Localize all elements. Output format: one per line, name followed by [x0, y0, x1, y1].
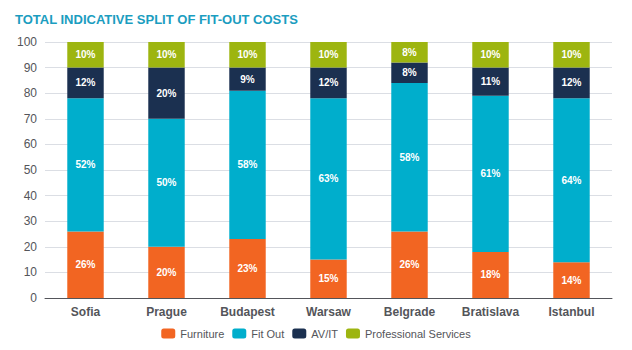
svg-text:20%: 20%: [156, 88, 176, 99]
svg-text:8%: 8%: [402, 67, 417, 78]
svg-text:58%: 58%: [399, 152, 419, 163]
svg-text:Prague: Prague: [146, 305, 187, 319]
svg-text:64%: 64%: [561, 175, 581, 186]
svg-text:61%: 61%: [480, 168, 500, 179]
svg-text:Istanbul: Istanbul: [548, 305, 594, 319]
svg-text:Fit Out: Fit Out: [251, 328, 284, 340]
svg-text:11%: 11%: [481, 76, 501, 87]
svg-text:50: 50: [24, 163, 38, 177]
svg-text:14%: 14%: [561, 275, 581, 286]
svg-text:40: 40: [24, 189, 38, 203]
svg-text:50%: 50%: [156, 177, 176, 188]
svg-text:TOTAL INDICATIVE SPLIT OF FIT-: TOTAL INDICATIVE SPLIT OF FIT-OUT COSTS: [15, 12, 298, 27]
svg-text:12%: 12%: [318, 77, 338, 88]
svg-text:9%: 9%: [240, 74, 255, 85]
svg-text:Warsaw: Warsaw: [306, 305, 352, 319]
svg-text:Furniture: Furniture: [180, 328, 224, 340]
svg-text:10%: 10%: [75, 49, 95, 60]
svg-text:23%: 23%: [237, 263, 257, 274]
svg-text:12%: 12%: [561, 77, 581, 88]
svg-text:30: 30: [24, 214, 38, 228]
svg-text:26%: 26%: [75, 259, 95, 270]
svg-text:10: 10: [24, 265, 38, 279]
svg-text:70: 70: [24, 112, 38, 126]
svg-text:10%: 10%: [561, 49, 581, 60]
svg-text:52%: 52%: [75, 159, 95, 170]
svg-text:Belgrade: Belgrade: [384, 305, 436, 319]
svg-text:10%: 10%: [156, 49, 176, 60]
svg-text:90: 90: [24, 61, 38, 75]
svg-text:26%: 26%: [399, 259, 419, 270]
svg-text:20: 20: [24, 240, 38, 254]
svg-text:80: 80: [24, 86, 38, 100]
svg-text:Bratislava: Bratislava: [462, 305, 520, 319]
svg-text:10%: 10%: [480, 49, 500, 60]
svg-text:Budapest: Budapest: [220, 305, 275, 319]
svg-text:10%: 10%: [237, 49, 257, 60]
svg-text:58%: 58%: [237, 159, 257, 170]
svg-text:AV/IT: AV/IT: [311, 328, 338, 340]
svg-text:60: 60: [24, 137, 38, 151]
svg-text:12%: 12%: [75, 77, 95, 88]
svg-text:100: 100: [17, 35, 37, 49]
svg-text:0: 0: [30, 291, 37, 305]
svg-text:18%: 18%: [480, 269, 500, 280]
svg-text:10%: 10%: [318, 49, 338, 60]
svg-text:Professional Services: Professional Services: [365, 328, 471, 340]
svg-text:20%: 20%: [156, 267, 176, 278]
svg-text:8%: 8%: [402, 47, 417, 58]
svg-text:15%: 15%: [318, 273, 338, 284]
svg-text:Sofia: Sofia: [71, 305, 101, 319]
svg-text:63%: 63%: [318, 173, 338, 184]
